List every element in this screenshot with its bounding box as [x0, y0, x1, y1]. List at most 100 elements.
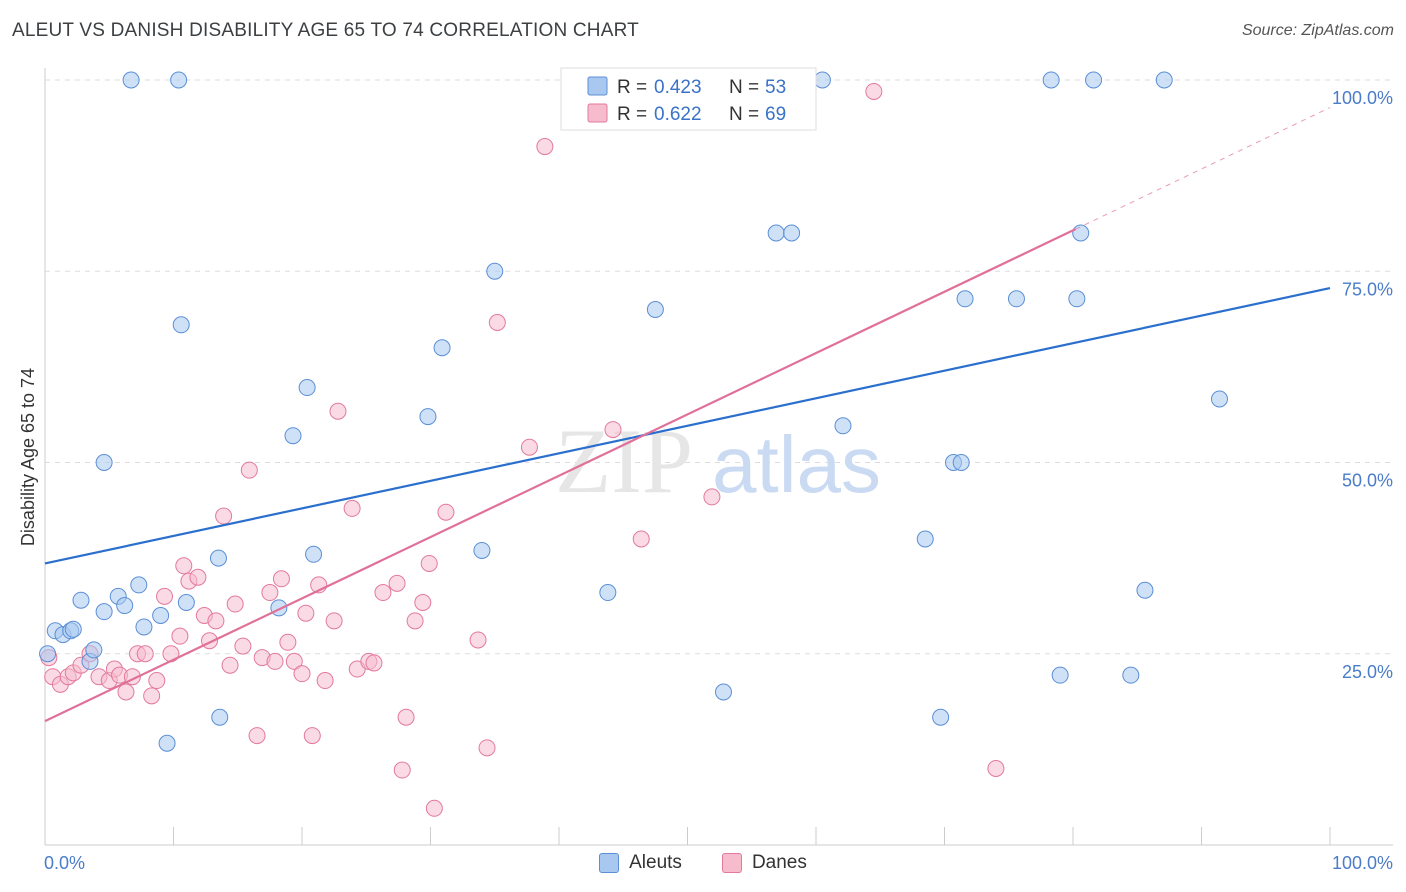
legend-label-danes: Danes	[751, 852, 807, 873]
aleuts-point	[158, 734, 176, 752]
aleuts-point	[783, 224, 801, 242]
aleuts-point	[952, 454, 970, 471]
aleuts-point	[646, 301, 664, 318]
aleuts-point	[419, 408, 437, 426]
danes-point	[469, 631, 487, 649]
danes-point	[388, 574, 406, 592]
watermark-zip: ZIP	[555, 410, 693, 512]
aleuts-point	[1210, 390, 1228, 408]
aleuts-point	[1007, 290, 1025, 308]
chart-title: ALEUT VS DANISH DISABILITY AGE 65 TO 74 …	[12, 20, 639, 41]
danes-point	[987, 760, 1005, 777]
y-tick-label: 50.0%	[1342, 471, 1393, 491]
aleuts-point	[298, 379, 316, 397]
aleuts-point	[956, 290, 974, 308]
danes-point	[148, 672, 166, 690]
aleuts-point	[211, 708, 229, 726]
aleuts-point	[177, 593, 195, 611]
danes-point	[397, 708, 415, 726]
danes-point	[136, 645, 154, 663]
aleuts-point	[916, 530, 934, 548]
aleuts-point	[95, 454, 113, 471]
danes-point	[248, 727, 266, 745]
y-tick-label: 100.0%	[1332, 88, 1393, 108]
aleuts-point	[714, 683, 732, 701]
danes-point	[420, 554, 438, 572]
aleuts-trend-line	[44, 287, 1331, 565]
danes-point	[488, 314, 506, 332]
y-tick-label: 25.0%	[1342, 662, 1393, 682]
aleuts-point	[473, 541, 491, 559]
danes-point	[261, 584, 279, 602]
danes-trend-extension	[1075, 107, 1331, 230]
legend-swatch-aleuts	[587, 76, 608, 96]
danes-point	[520, 438, 538, 456]
danes-point	[175, 557, 193, 575]
legend-swatch-danes	[721, 853, 742, 873]
legend-top: R = 0.423 N = 53 R = 0.622 N = 69	[560, 67, 817, 131]
watermark-atlas: atlas	[712, 420, 881, 509]
danes-point	[215, 507, 233, 525]
aleuts-point	[1085, 71, 1103, 89]
legend-n-label-danes: N =	[729, 104, 759, 125]
danes-point	[536, 138, 554, 156]
legend-label-aleuts: Aleuts	[629, 852, 682, 873]
trend-lines	[44, 107, 1331, 723]
danes-point	[365, 654, 383, 672]
danes-point	[414, 593, 432, 611]
aleuts-point	[1122, 666, 1140, 684]
danes-point	[297, 604, 315, 622]
aleuts-point	[85, 641, 103, 659]
danes-point	[343, 499, 361, 517]
aleuts-point	[599, 584, 617, 602]
danes-point	[393, 761, 411, 779]
aleuts-point	[95, 603, 113, 621]
aleuts-point	[834, 417, 852, 435]
danes-point	[329, 402, 347, 420]
aleuts-point	[486, 262, 504, 280]
legend-n-label-aleuts: N =	[729, 77, 759, 98]
aleuts-point	[152, 607, 170, 624]
aleuts-point	[1068, 290, 1086, 308]
danes-point	[604, 421, 622, 439]
aleuts-point	[122, 71, 140, 89]
legend-swatch-aleuts	[599, 853, 620, 873]
aleuts-point	[170, 71, 188, 89]
danes-point	[226, 595, 244, 613]
aleuts-point	[130, 576, 148, 594]
aleuts-point	[135, 618, 153, 636]
aleuts-point	[209, 549, 227, 567]
danes-point	[703, 488, 721, 506]
danes-point	[374, 584, 392, 602]
aleuts-point	[284, 427, 302, 445]
tick-labels: 25.0% 50.0% 75.0% 100.0% 0.0% 100.0%	[44, 88, 1393, 873]
danes-point	[117, 683, 135, 701]
axes	[44, 68, 1393, 846]
x-tick-label: 100.0%	[1332, 853, 1393, 873]
danes-point	[240, 461, 258, 479]
source-label: Source: ZipAtlas.com	[1241, 22, 1394, 39]
aleuts-point	[767, 224, 785, 242]
legend-n-value-danes: 69	[765, 104, 786, 125]
watermark: ZIP atlas	[555, 410, 881, 512]
danes-point	[272, 570, 290, 588]
aleuts-point	[72, 591, 90, 609]
legend-item-aleuts: Aleuts	[599, 852, 682, 874]
danes-point	[325, 612, 343, 630]
legend-r-value-danes: 0.622	[654, 104, 702, 125]
grid-lines	[45, 79, 1393, 655]
danes-point	[285, 652, 303, 670]
danes-point	[303, 727, 321, 745]
aleuts-point	[1136, 581, 1154, 599]
danes-point	[406, 612, 424, 630]
aleuts-point	[116, 597, 134, 615]
legend-r-label-danes: R =	[617, 104, 647, 125]
danes-points	[40, 71, 1005, 817]
legend-n-value-aleuts: 53	[765, 77, 786, 98]
danes-point	[279, 633, 297, 651]
danes-point	[156, 587, 174, 605]
aleuts-point	[305, 545, 323, 563]
y-axis-label: Disability Age 65 to 74	[18, 368, 38, 546]
danes-trend-line	[44, 228, 1077, 723]
